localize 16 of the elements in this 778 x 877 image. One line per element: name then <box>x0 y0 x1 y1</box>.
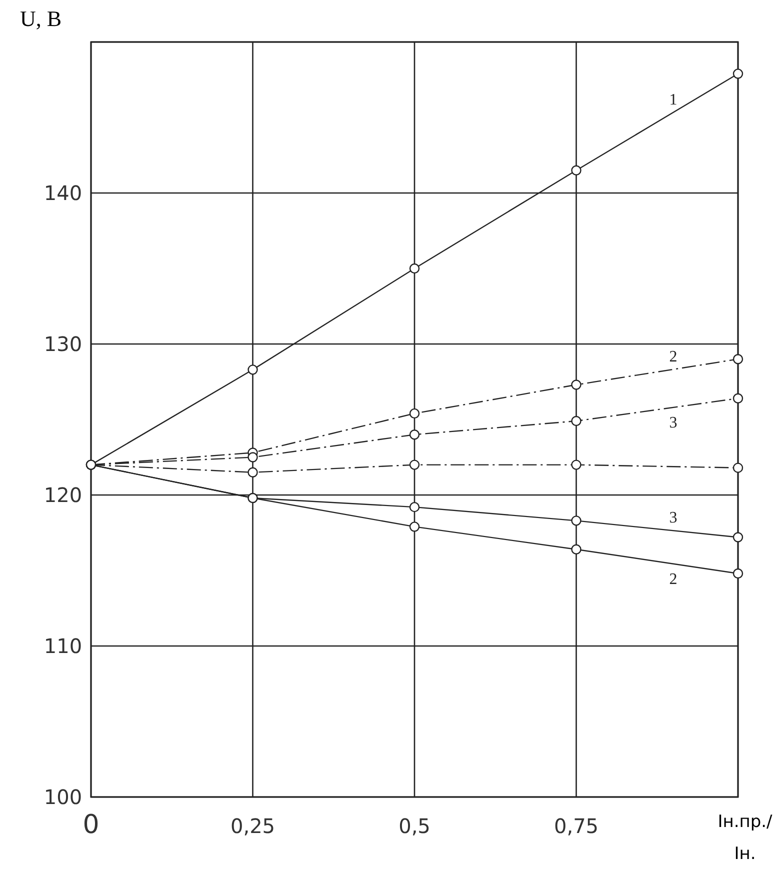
y-tick-label: 110 <box>44 634 82 658</box>
y-tick-label: 140 <box>44 181 82 205</box>
y-axis-title: U, В <box>20 6 62 31</box>
x-axis-title: Iн.пр./Iн. <box>718 812 773 864</box>
series-label: 2 <box>669 348 678 366</box>
series-label: 1 <box>669 91 678 108</box>
y-tick-label: 100 <box>44 785 82 809</box>
series-label: 2 <box>669 570 678 588</box>
x-tick-label: 0,5 <box>398 814 430 838</box>
x-tick-label: 0 <box>82 810 100 840</box>
x-tick-label: 0,25 <box>230 814 276 838</box>
x-tick-label: 0,75 <box>554 814 599 838</box>
series-label: 3 <box>669 414 678 432</box>
y-tick-label: 120 <box>44 483 82 507</box>
series-label: 3 <box>669 510 678 527</box>
y-tick-label: 130 <box>44 332 82 356</box>
